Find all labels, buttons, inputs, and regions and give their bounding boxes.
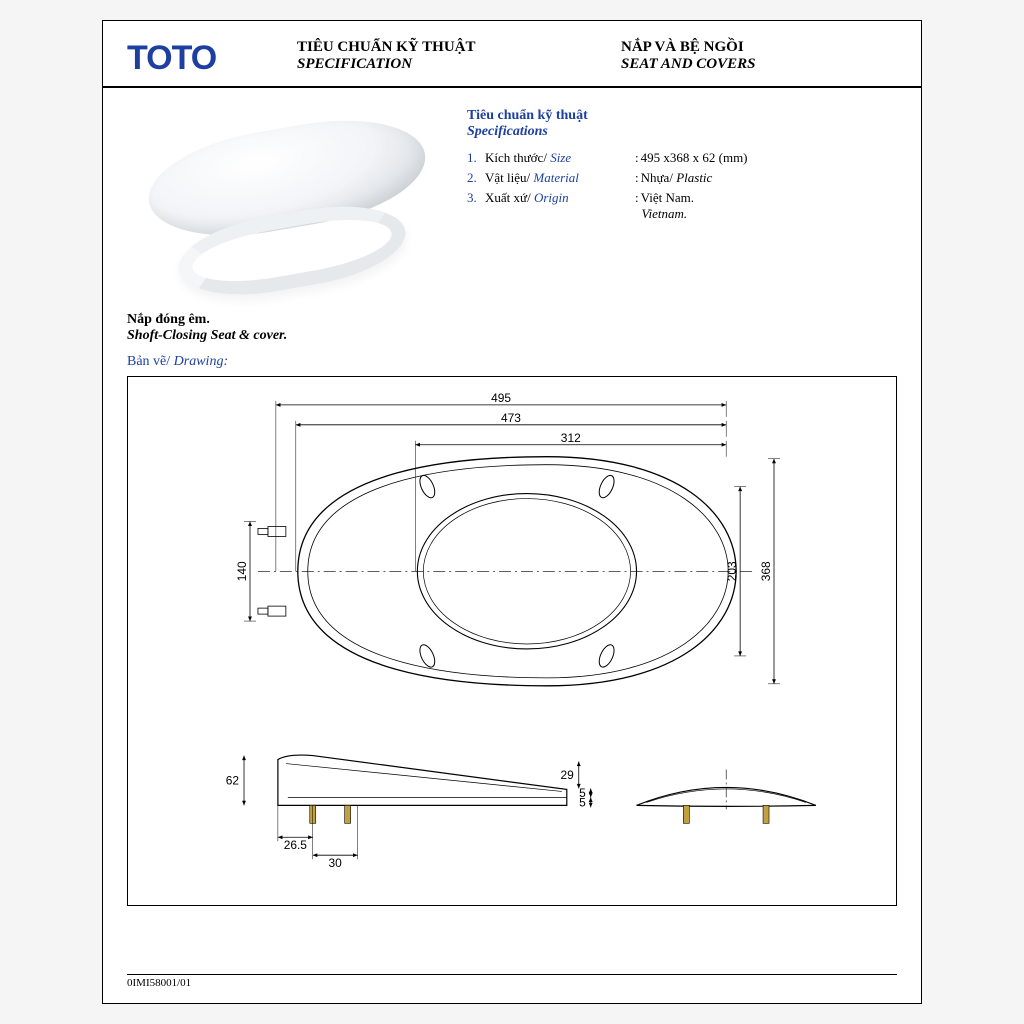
spec-value: :Việt Nam. Vietnam. xyxy=(635,190,897,222)
spec-row: 3. Xuất xứ/ Origin :Việt Nam. Vietnam. xyxy=(467,190,897,222)
svg-text:140: 140 xyxy=(235,561,249,581)
top-block: Tiêu chuẩn kỹ thuật Specifications 1. Kí… xyxy=(103,88,921,308)
header-col-spec: TIÊU CHUẨN KỸ THUẬT SPECIFICATION xyxy=(297,39,573,73)
spec-row: 2. Vật liệu/ Material :Nhựa/ Plastic xyxy=(467,170,897,186)
spec-num: 1. xyxy=(467,150,485,166)
header: TOTO TIÊU CHUẨN KỸ THUẬT SPECIFICATION N… xyxy=(103,21,921,88)
spec-label: Xuất xứ/ Origin xyxy=(485,190,635,206)
svg-text:62: 62 xyxy=(226,773,240,787)
svg-text:495: 495 xyxy=(491,391,511,405)
spec-row: 1. Kích thước/ Size :495 x368 x 62 (mm) xyxy=(467,150,897,166)
technical-drawing-svg: 4954733121402033686226.5302955 xyxy=(128,377,896,905)
subheading-vn: Nắp đóng êm. xyxy=(127,312,897,328)
brand-logo: TOTO xyxy=(127,39,297,78)
svg-text:473: 473 xyxy=(501,411,521,425)
spec-label: Vật liệu/ Material xyxy=(485,170,635,186)
spec-sheet-page: TOTO TIÊU CHUẨN KỸ THUẬT SPECIFICATION N… xyxy=(102,20,922,1004)
svg-text:29: 29 xyxy=(560,768,574,782)
header-spec-en: SPECIFICATION xyxy=(297,56,573,73)
header-col-product: NẮP VÀ BỆ NGỒI SEAT AND COVERS xyxy=(573,39,897,73)
svg-text:26.5: 26.5 xyxy=(284,838,308,852)
drawing-box: 4954733121402033686226.5302955 xyxy=(127,376,897,906)
specs-block: Tiêu chuẩn kỹ thuật Specifications 1. Kí… xyxy=(467,98,897,308)
spec-label: Kích thước/ Size xyxy=(485,150,635,166)
drawing-label: Bản vẽ/ Drawing: xyxy=(103,344,921,374)
svg-text:30: 30 xyxy=(329,856,343,870)
product-image xyxy=(127,98,447,308)
specs-title-vn: Tiêu chuẩn kỹ thuật xyxy=(467,108,897,124)
spec-value: :495 x368 x 62 (mm) xyxy=(635,150,897,166)
spec-value: :Nhựa/ Plastic xyxy=(635,170,897,186)
specs-title-en: Specifications xyxy=(467,124,897,140)
drawing-label-vn: Bản vẽ/ xyxy=(127,354,170,369)
header-spec-vn: TIÊU CHUẨN KỸ THUẬT xyxy=(297,39,573,56)
drawing-label-en: Drawing: xyxy=(170,354,228,369)
svg-text:368: 368 xyxy=(759,561,773,581)
spec-num: 3. xyxy=(467,190,485,206)
footer: 0IMI58001/01 xyxy=(127,974,897,989)
svg-text:312: 312 xyxy=(561,431,581,445)
footer-code: 0IMI58001/01 xyxy=(127,977,191,989)
subheading: Nắp đóng êm. Shoft-Closing Seat & cover. xyxy=(103,312,921,344)
svg-text:5: 5 xyxy=(579,795,586,809)
header-product-en: SEAT AND COVERS xyxy=(621,56,897,73)
spec-num: 2. xyxy=(467,170,485,186)
subheading-en: Shoft-Closing Seat & cover. xyxy=(127,328,897,344)
header-product-vn: NẮP VÀ BỆ NGỒI xyxy=(621,39,897,56)
